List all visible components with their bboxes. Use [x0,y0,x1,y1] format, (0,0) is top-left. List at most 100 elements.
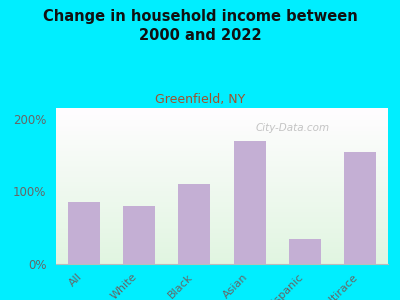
Bar [56,214,388,215]
Bar [56,218,388,219]
Bar [56,130,388,131]
Bar [56,148,388,150]
Bar [56,123,388,124]
Bar [56,110,388,111]
Bar [56,185,388,186]
Bar [56,156,388,157]
Bar [68,202,100,264]
Bar [56,134,388,135]
Bar [56,135,388,136]
Bar [56,260,388,261]
Bar [56,256,388,257]
Bar [56,142,388,143]
Bar [56,180,388,181]
Bar [56,229,388,230]
Bar [56,192,388,193]
Bar [56,195,388,196]
Bar [56,232,388,233]
Bar [56,144,388,145]
Bar [234,141,266,264]
Bar [56,124,388,126]
Bar [56,219,388,220]
Bar [56,172,388,173]
Bar [56,128,388,129]
Bar [56,236,388,237]
Bar [56,131,388,132]
Bar [56,258,388,259]
Bar [56,117,388,119]
Bar [56,118,388,119]
Bar [56,248,388,249]
Text: City-Data.com: City-Data.com [255,123,329,133]
Bar [56,233,388,234]
Bar [56,127,388,128]
Text: Change in household income between
2000 and 2022: Change in household income between 2000 … [43,9,357,43]
Bar [56,143,388,144]
Bar [56,224,388,226]
Bar [56,254,388,255]
Bar [56,179,388,180]
Bar [178,184,210,264]
Bar [56,237,388,238]
Bar [56,191,388,192]
Bar [56,204,388,205]
Bar [56,182,388,183]
Bar [56,194,388,195]
Bar [56,138,388,139]
Bar [56,136,388,137]
Bar [56,122,388,123]
Bar [56,230,388,231]
Bar [56,186,388,187]
Bar [56,178,388,179]
Bar [56,228,388,229]
Bar [56,121,388,122]
Bar [56,245,388,246]
Bar [56,163,388,164]
Bar [56,211,388,212]
Bar [56,155,388,156]
Bar [56,154,388,155]
Bar [56,241,388,242]
Bar [56,152,388,153]
Bar [56,153,388,154]
Bar [289,238,321,264]
Bar [56,196,388,197]
Bar [56,160,388,161]
Bar [56,193,388,194]
Bar [56,119,388,121]
Bar [56,189,388,190]
Bar [56,146,388,148]
Bar [56,212,388,213]
Bar [56,215,388,216]
Bar [56,202,388,203]
Bar [56,244,388,245]
Text: Greenfield, NY: Greenfield, NY [155,93,245,106]
Bar [56,150,388,151]
Bar [56,251,388,253]
Bar [56,170,388,171]
Bar [56,243,388,244]
Bar [56,199,388,200]
Bar [56,177,388,178]
Bar [56,206,388,207]
Bar [56,108,388,109]
Bar [344,152,376,264]
Bar [56,209,388,210]
Bar [56,162,388,163]
Bar [123,206,155,264]
Bar [56,173,388,175]
Bar [56,239,388,240]
Bar [56,164,388,165]
Bar [56,190,388,191]
Bar [56,220,388,221]
Bar [56,137,388,138]
Bar [56,133,388,134]
Bar [56,188,388,189]
Bar [56,235,388,236]
Bar [56,176,388,177]
Bar [56,132,388,133]
Bar [56,111,388,112]
Bar [56,159,388,160]
Bar [56,126,388,127]
Bar [56,263,388,264]
